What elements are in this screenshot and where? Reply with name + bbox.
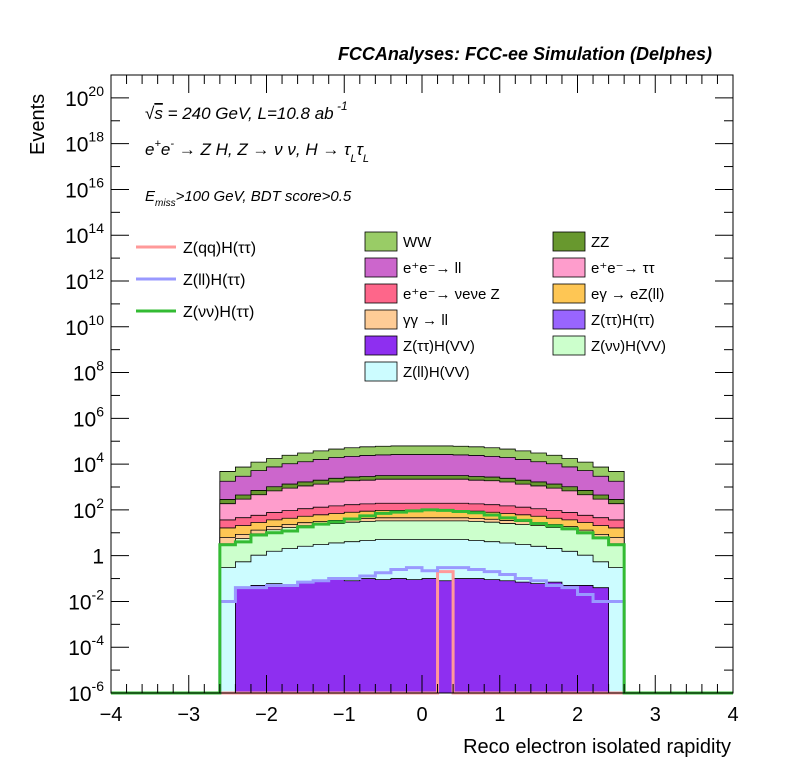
legend-fill-swatch <box>552 257 586 278</box>
x-tick-label: 1 <box>494 704 505 726</box>
legend-label: Z(νν)H(VV) <box>591 338 666 355</box>
y-tick-label: 104 <box>73 449 104 477</box>
legend-label: WW <box>403 234 432 251</box>
annotation-selection: Emiss>100 GeV, BDT score>0.5 <box>145 188 352 209</box>
legend-fill-swatch <box>552 283 586 304</box>
y-tick-label: 1014 <box>65 220 104 248</box>
y-tick-label: 1018 <box>65 129 104 157</box>
line-series-z-h- <box>111 508 733 695</box>
annotation-sqrt-s: √s = 240 GeV, L=10.8 ab -1 <box>145 99 348 123</box>
x-tick-label: −2 <box>255 704 278 726</box>
legend-label: γγ → ll <box>403 312 448 329</box>
x-axis-label: Reco electron isolated rapidity <box>463 736 731 758</box>
y-tick-label: 1016 <box>65 174 104 202</box>
legend-fill-swatch <box>552 231 586 252</box>
y-tick-label: 1020 <box>65 83 104 111</box>
legend-fill-swatch <box>364 361 398 382</box>
legend-label: Z(ττ)H(ττ) <box>591 312 655 329</box>
y-tick-label: 1 <box>92 546 104 569</box>
y-tick-label: 102 <box>73 495 104 523</box>
chart-title: FCCAnalyses: FCC-ee Simulation (Delphes) <box>338 44 712 64</box>
annotation-process: e+e- → Z H, Z → ν ν, H → τLτL <box>145 138 369 165</box>
legend-label: e⁺e⁻→ ll <box>403 260 461 277</box>
legend-label: e⁺e⁻→ νeνe Z <box>403 286 500 303</box>
x-tick-label: −3 <box>177 704 200 726</box>
y-tick-label: 10-2 <box>68 586 104 614</box>
y-tick-label: 10-4 <box>68 632 104 660</box>
legend-label: e⁺e⁻→ ττ <box>591 260 655 277</box>
stacked-histogram <box>219 445 625 694</box>
legend-label: eγ → eZ(ll) <box>591 286 664 303</box>
legend-backgrounds: WW ZZ e⁺e⁻→ ll e⁺e⁻→ ττ e⁺e⁻→ νeνe Z eγ → eZ(… <box>364 231 666 382</box>
x-tick-label: 2 <box>572 704 583 726</box>
y-axis: 1020 1018 1016 1014 1012 1010 108 106 104 102 1 10-… <box>65 83 733 706</box>
x-tick-label: 4 <box>727 704 738 726</box>
legend-fill-swatch <box>364 309 398 330</box>
y-tick-label: 108 <box>73 358 104 386</box>
legend-label: Z(ll)H(ττ) <box>183 272 245 289</box>
legend-label: Z(νν)H(ττ) <box>183 304 254 321</box>
legend-label: Z(qq)H(ττ) <box>183 240 256 257</box>
legend-fill-swatch <box>552 309 586 330</box>
y-tick-label: 1012 <box>65 266 104 294</box>
y-tick-label: 1010 <box>65 312 104 340</box>
x-axis: −4 −3 −2 −1 0 1 2 3 4 <box>100 75 739 726</box>
x-tick-label: −4 <box>100 704 123 726</box>
x-tick-label: 3 <box>650 704 661 726</box>
legend-signal: Z(qq)H(ττ) Z(ll)H(ττ) Z(νν)H(ττ) <box>136 240 256 321</box>
legend-fill-swatch <box>364 335 398 356</box>
y-tick-label: 10-6 <box>68 678 104 706</box>
legend-fill-swatch <box>364 257 398 278</box>
legend-label: Z(ττ)H(VV) <box>403 338 475 355</box>
legend-fill-swatch <box>552 335 586 356</box>
legend-fill-swatch <box>364 283 398 304</box>
y-tick-label: 106 <box>73 403 104 431</box>
x-tick-label: −1 <box>333 704 356 726</box>
line-series-z-ll-h- <box>111 566 733 695</box>
legend-fill-swatch <box>364 231 398 252</box>
legend-label: ZZ <box>591 234 609 251</box>
legend-label: Z(ll)H(VV) <box>403 364 470 381</box>
y-axis-label: Events <box>27 94 49 155</box>
x-tick-label: 0 <box>416 704 427 726</box>
